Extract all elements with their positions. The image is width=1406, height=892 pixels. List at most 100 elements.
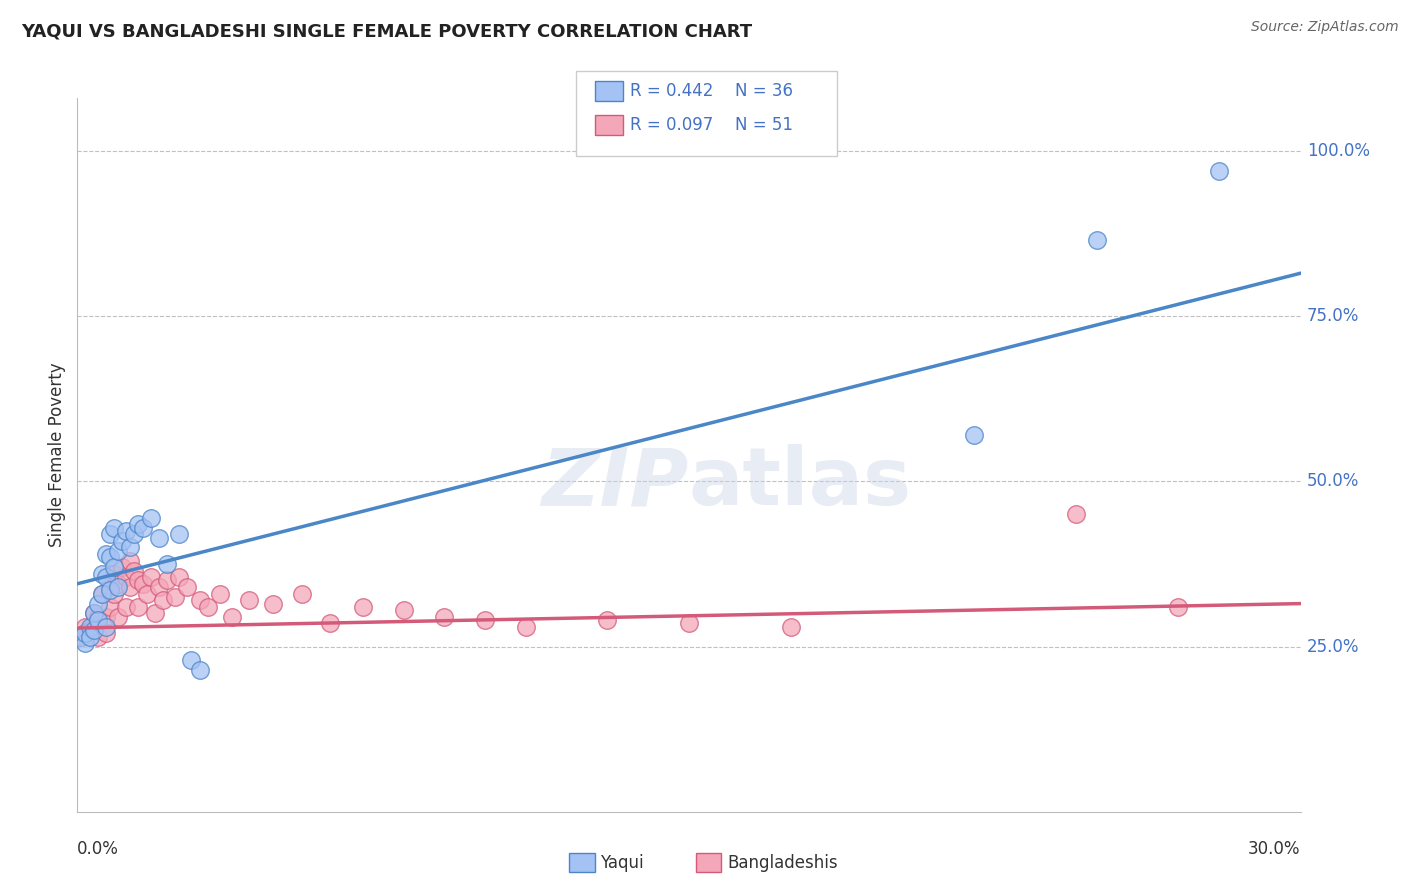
Text: 0.0%: 0.0% xyxy=(77,840,120,858)
Point xyxy=(103,587,125,601)
Point xyxy=(103,560,125,574)
Point xyxy=(90,587,112,601)
Point xyxy=(127,599,149,614)
Point xyxy=(156,557,179,571)
Point xyxy=(152,593,174,607)
Point xyxy=(238,593,260,607)
Point xyxy=(779,620,801,634)
Point xyxy=(70,630,93,644)
Point xyxy=(515,620,537,634)
Point xyxy=(433,609,456,624)
Point xyxy=(188,663,211,677)
Point xyxy=(963,428,986,442)
Point xyxy=(103,566,125,581)
Point xyxy=(474,613,496,627)
Point xyxy=(165,590,187,604)
Point xyxy=(79,623,101,637)
Point xyxy=(131,576,153,591)
Point xyxy=(1066,508,1088,522)
Point xyxy=(127,517,149,532)
Point xyxy=(143,607,166,621)
Point xyxy=(79,630,101,644)
Text: 50.0%: 50.0% xyxy=(1306,473,1360,491)
Point xyxy=(596,613,619,627)
Text: Bangladeshis: Bangladeshis xyxy=(727,854,838,871)
Point xyxy=(131,520,153,534)
Point xyxy=(115,570,138,584)
Point xyxy=(135,587,157,601)
Text: Yaqui: Yaqui xyxy=(600,854,644,871)
Point xyxy=(124,527,146,541)
Point xyxy=(188,593,211,607)
Text: 100.0%: 100.0% xyxy=(1306,142,1369,160)
Point xyxy=(83,607,105,621)
Point xyxy=(115,599,138,614)
Point xyxy=(169,527,191,541)
Point xyxy=(197,599,219,614)
Point xyxy=(1167,599,1189,614)
Point xyxy=(169,570,191,584)
Point xyxy=(75,620,97,634)
Text: N = 51: N = 51 xyxy=(735,116,793,134)
Point xyxy=(79,620,101,634)
Text: R = 0.442: R = 0.442 xyxy=(630,82,713,100)
Point xyxy=(87,597,110,611)
Point xyxy=(111,533,134,548)
Point xyxy=(319,616,342,631)
Point xyxy=(87,609,110,624)
Point xyxy=(120,554,142,568)
Point xyxy=(392,603,415,617)
Point xyxy=(90,587,112,601)
Point xyxy=(98,580,121,594)
Point xyxy=(262,597,284,611)
Point xyxy=(115,524,138,538)
Point xyxy=(107,580,129,594)
Point xyxy=(111,560,134,574)
Point xyxy=(678,616,700,631)
Point xyxy=(75,636,97,650)
Point xyxy=(208,587,231,601)
Point xyxy=(98,550,121,565)
Point xyxy=(156,574,179,588)
Point xyxy=(221,609,243,624)
Point xyxy=(176,580,198,594)
Point xyxy=(107,576,129,591)
Point xyxy=(94,547,117,561)
Point xyxy=(94,609,117,624)
Point xyxy=(87,630,110,644)
Point xyxy=(1208,163,1230,178)
Point xyxy=(139,570,162,584)
Point xyxy=(120,541,142,555)
Point xyxy=(94,620,117,634)
Y-axis label: Single Female Poverty: Single Female Poverty xyxy=(48,363,66,547)
Text: atlas: atlas xyxy=(689,444,912,523)
Point xyxy=(352,599,374,614)
Point xyxy=(98,527,121,541)
Point xyxy=(98,599,121,614)
Point xyxy=(124,564,146,578)
Point xyxy=(103,520,125,534)
Text: Source: ZipAtlas.com: Source: ZipAtlas.com xyxy=(1251,20,1399,34)
Text: ZIP: ZIP xyxy=(541,444,689,523)
Point xyxy=(148,580,170,594)
Text: 30.0%: 30.0% xyxy=(1249,840,1301,858)
Point xyxy=(94,570,117,584)
Text: YAQUI VS BANGLADESHI SINGLE FEMALE POVERTY CORRELATION CHART: YAQUI VS BANGLADESHI SINGLE FEMALE POVER… xyxy=(21,22,752,40)
Point xyxy=(94,626,117,640)
Point xyxy=(139,510,162,524)
Point xyxy=(120,580,142,594)
Point xyxy=(1085,233,1108,247)
Point xyxy=(70,630,93,644)
Point xyxy=(83,607,105,621)
Point xyxy=(87,613,110,627)
Point xyxy=(83,623,105,637)
Text: R = 0.097: R = 0.097 xyxy=(630,116,713,134)
Point xyxy=(107,609,129,624)
Point xyxy=(90,566,112,581)
Point xyxy=(75,626,97,640)
Point xyxy=(98,583,121,598)
Point xyxy=(290,587,312,601)
Point xyxy=(127,574,149,588)
Point xyxy=(180,653,202,667)
Point xyxy=(148,531,170,545)
